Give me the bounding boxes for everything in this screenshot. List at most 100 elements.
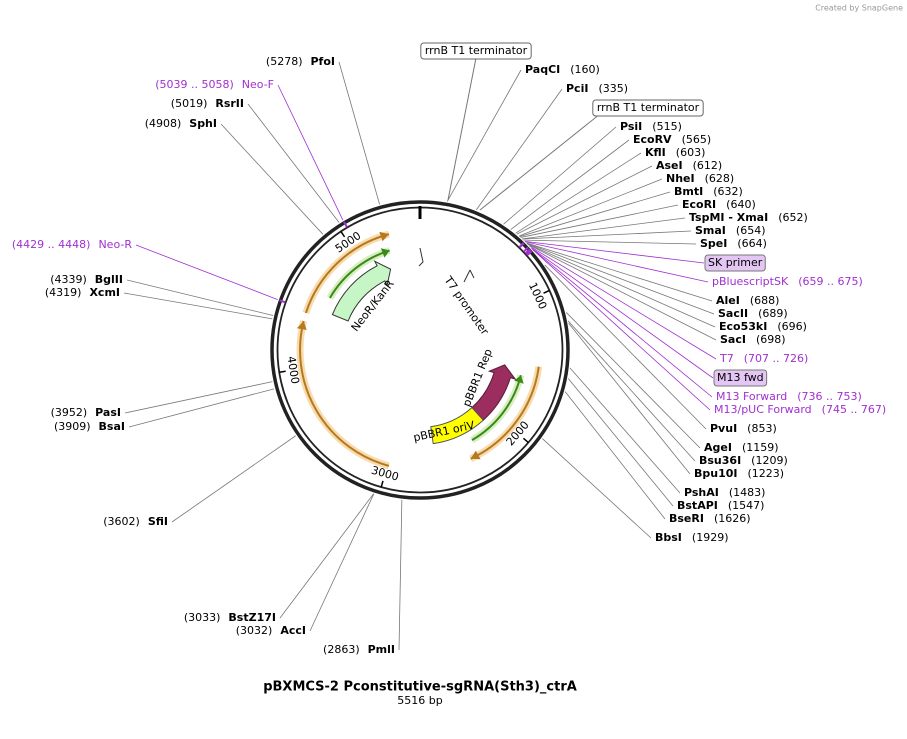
site-name: Neo-R	[98, 238, 132, 251]
promoter-arrow	[463, 269, 475, 283]
site-name: SacI	[720, 333, 746, 346]
site-name: T7	[719, 352, 734, 365]
site-leader	[277, 84, 344, 221]
site-leader	[524, 240, 705, 264]
primer-box	[713, 369, 768, 387]
site-leader	[128, 388, 275, 428]
site-leader	[527, 243, 717, 341]
feature-label: rrnB T1 terminator	[425, 44, 528, 57]
site-position: (4339)	[50, 273, 87, 286]
site-leader	[529, 245, 717, 360]
site-position: (696)	[777, 320, 807, 333]
primer-mark	[523, 246, 529, 253]
site-position: (3033)	[184, 611, 221, 624]
site-position: (707 .. 726)	[744, 352, 809, 365]
site-position: (628)	[705, 172, 735, 185]
orf-arc	[470, 366, 540, 460]
site-name: pBluescriptSK	[712, 275, 789, 288]
site-leader	[338, 61, 381, 205]
primer-mark	[524, 248, 531, 255]
site-name: PshAI	[684, 486, 719, 499]
orf-head	[470, 450, 481, 460]
site-name: SacII	[718, 307, 748, 320]
site-leader	[398, 499, 403, 651]
site-leader	[542, 438, 652, 539]
orf-arc	[299, 320, 390, 467]
site-position: (654)	[736, 224, 766, 237]
primer-mark	[525, 249, 532, 256]
site-name: PvuI	[710, 422, 737, 435]
site-leader	[531, 248, 713, 398]
site-leader	[135, 244, 278, 300]
ring-tick-label: 4000	[284, 355, 301, 385]
site-position: (160)	[570, 63, 600, 76]
orf-arc	[471, 374, 522, 441]
feature-leader	[479, 113, 601, 211]
ring-tick	[543, 289, 550, 294]
feature-leader	[447, 57, 477, 201]
orf-arc	[329, 249, 390, 299]
site-leader	[510, 139, 630, 230]
site-position: (2863)	[323, 643, 360, 656]
feature-label-box	[420, 42, 532, 60]
site-position: (4908)	[145, 117, 182, 130]
primer-mark	[279, 299, 286, 304]
site-leader	[564, 391, 666, 520]
site-leader	[520, 204, 679, 238]
site-name: AccI	[280, 624, 306, 637]
site-name: EcoRV	[633, 133, 672, 146]
orf-head	[296, 321, 307, 330]
site-leader	[568, 323, 691, 475]
site-leader	[516, 165, 653, 235]
ring-tick-label: 3000	[370, 464, 400, 484]
site-leader	[522, 230, 692, 240]
site-position: (745 .. 767)	[822, 403, 887, 416]
site-name: PfoI	[311, 55, 336, 68]
site-name: SpeI	[700, 237, 727, 250]
site-name: KflI	[645, 146, 666, 159]
site-name: SphI	[189, 117, 217, 130]
site-position: (3032)	[236, 624, 273, 637]
site-position: (1547)	[728, 499, 765, 512]
site-leader	[123, 292, 273, 320]
site-name: NheI	[666, 172, 695, 185]
site-leader	[526, 242, 713, 302]
site-leader	[532, 249, 711, 411]
site-leader	[523, 239, 697, 245]
feature-label: T7 promoter	[441, 273, 492, 338]
site-position: (689)	[758, 307, 788, 320]
site-leader	[527, 243, 716, 328]
site-leader	[309, 493, 375, 632]
primer-mark	[343, 221, 348, 228]
site-name: AleI	[716, 294, 740, 307]
site-position: (612)	[693, 159, 723, 172]
site-leader	[567, 378, 674, 507]
site-leader	[526, 242, 715, 315]
ring-tick	[279, 370, 286, 374]
backbone-outer	[270, 200, 570, 500]
site-name: BseRI	[669, 512, 704, 525]
site-name: SmaI	[695, 224, 726, 237]
site-leader	[518, 178, 663, 237]
site-leader	[515, 152, 642, 234]
site-name: Bsu36I	[699, 454, 741, 467]
site-leader	[171, 435, 296, 523]
feature-label-box	[592, 99, 704, 117]
site-leader	[124, 381, 273, 414]
site-name: AgeI	[704, 441, 732, 454]
site-name: PaqCI	[525, 63, 560, 76]
site-name: Bpu10I	[694, 467, 738, 480]
site-leader	[569, 367, 681, 494]
site-leader	[279, 493, 374, 619]
site-position: (1929)	[692, 531, 729, 544]
site-position: (1483)	[729, 486, 766, 499]
site-position: (688)	[750, 294, 780, 307]
site-leader	[503, 126, 617, 225]
site-name: XcmI	[89, 286, 120, 299]
site-position: (3909)	[54, 420, 91, 433]
orf-head	[379, 231, 389, 242]
site-name: EcoRI	[682, 198, 716, 211]
ring-tick	[380, 480, 384, 488]
site-leader	[525, 241, 709, 283]
credit: Created by SnapGene	[815, 4, 903, 13]
